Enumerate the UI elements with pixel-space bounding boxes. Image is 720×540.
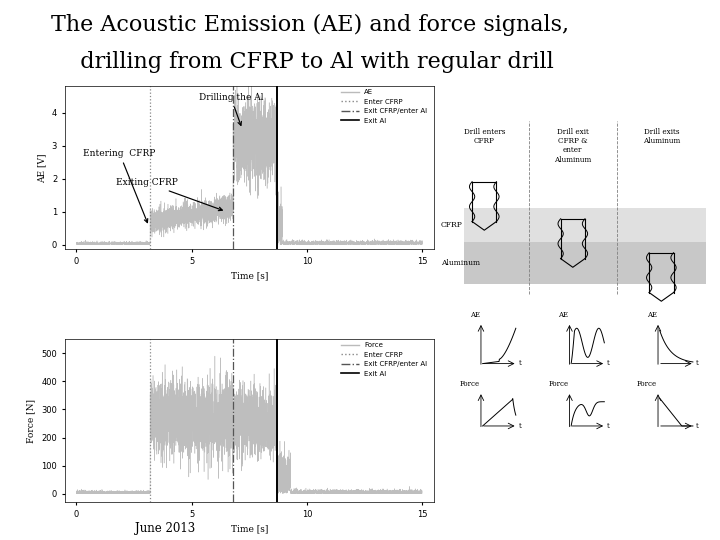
Text: The Acoustic Emission (AE) and force signals,: The Acoustic Emission (AE) and force sig… [50, 14, 569, 36]
Text: Aluminum: Aluminum [441, 259, 480, 267]
Legend: AE, Enter CFRP, Exit CFRP/enter Al, Exit Al: AE, Enter CFRP, Exit CFRP/enter Al, Exit… [338, 86, 430, 126]
Y-axis label: Force [N]: Force [N] [27, 399, 36, 443]
Text: drilling from CFRP to Al with regular drill: drilling from CFRP to Al with regular dr… [66, 51, 554, 73]
Text: t: t [518, 422, 521, 430]
Text: Drill enters
CFRP: Drill enters CFRP [464, 128, 505, 145]
X-axis label: Time [s]: Time [s] [230, 272, 268, 281]
Y-axis label: AE [V]: AE [V] [37, 153, 46, 183]
X-axis label: Time [s]: Time [s] [230, 524, 268, 534]
Text: t: t [518, 359, 521, 367]
Text: June 2013: June 2013 [135, 522, 196, 535]
Text: Drill exit
CFRP &
enter
Aluminum: Drill exit CFRP & enter Aluminum [554, 128, 591, 164]
Text: Drilling the Al: Drilling the Al [199, 92, 263, 125]
Text: t: t [607, 359, 610, 367]
Text: CFRP: CFRP [441, 221, 463, 229]
Legend: Force, Enter CFRP, Exit CFRP/enter Al, Exit Al: Force, Enter CFRP, Exit CFRP/enter Al, E… [338, 339, 430, 379]
Text: Force: Force [460, 380, 480, 388]
Text: t: t [696, 422, 698, 430]
Bar [464, 208, 708, 242]
Text: AE: AE [470, 310, 480, 319]
Text: Force: Force [548, 380, 568, 388]
Text: t: t [607, 422, 610, 430]
Text: Entering  CFRP: Entering CFRP [84, 148, 156, 222]
Text: t: t [696, 359, 698, 367]
Text: AE: AE [647, 310, 657, 319]
Text: Force: Force [636, 380, 657, 388]
Text: AE: AE [559, 310, 568, 319]
Text: Drill exits
Aluminum: Drill exits Aluminum [643, 128, 680, 145]
Text: Exiting CFRP: Exiting CFRP [115, 178, 222, 211]
Bar [464, 242, 708, 284]
